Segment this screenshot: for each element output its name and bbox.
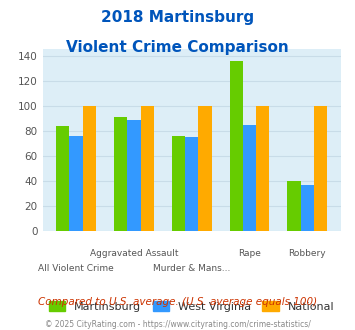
Bar xyxy=(114,117,127,231)
Text: Compared to U.S. average. (U.S. average equals 100): Compared to U.S. average. (U.S. average … xyxy=(38,297,317,307)
Text: 2018 Martinsburg: 2018 Martinsburg xyxy=(101,10,254,25)
Bar xyxy=(314,106,327,231)
Bar xyxy=(141,106,154,231)
Text: Robbery: Robbery xyxy=(289,249,326,258)
Bar xyxy=(230,61,243,231)
Bar xyxy=(83,106,96,231)
Text: Aggravated Assault: Aggravated Assault xyxy=(90,249,178,258)
Bar xyxy=(70,136,83,231)
Text: © 2025 CityRating.com - https://www.cityrating.com/crime-statistics/: © 2025 CityRating.com - https://www.city… xyxy=(45,320,310,329)
Text: All Violent Crime: All Violent Crime xyxy=(38,264,114,273)
Bar xyxy=(243,125,256,231)
Bar xyxy=(172,136,185,231)
Bar xyxy=(127,119,141,231)
Bar xyxy=(198,106,212,231)
Text: Violent Crime Comparison: Violent Crime Comparison xyxy=(66,40,289,54)
Bar xyxy=(185,137,198,231)
Bar xyxy=(287,181,301,231)
Bar xyxy=(56,126,70,231)
Bar xyxy=(301,185,314,231)
Text: Murder & Mans...: Murder & Mans... xyxy=(153,264,230,273)
Bar xyxy=(256,106,269,231)
Legend: Martinsburg, West Virginia, National: Martinsburg, West Virginia, National xyxy=(44,297,339,316)
Text: Rape: Rape xyxy=(238,249,261,258)
